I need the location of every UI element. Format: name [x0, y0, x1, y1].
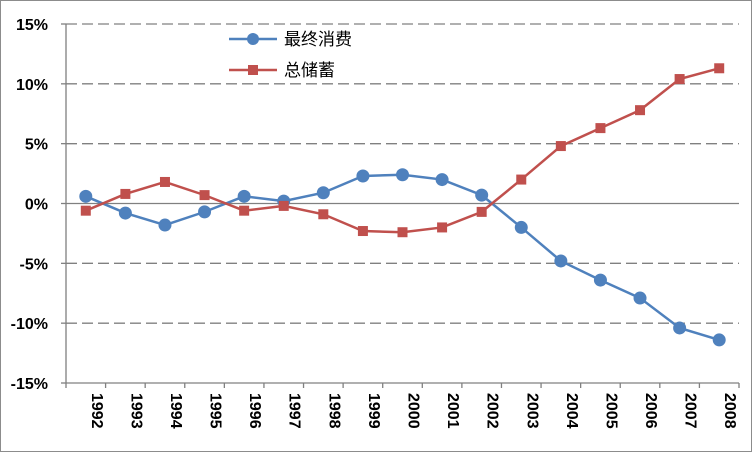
- x-tick-labels: 1992 1993 1994 1995 1996 1997 1998 1999 2000 2001…: [88, 393, 738, 429]
- x-tick-label: 2001: [444, 393, 461, 429]
- x-tick-label: 2002: [484, 393, 501, 429]
- x-tick-label: 2006: [642, 393, 659, 429]
- data-point: [199, 190, 210, 201]
- x-tick-label: 1992: [88, 393, 105, 429]
- series-0: [79, 168, 726, 347]
- data-point: [435, 173, 449, 187]
- legend-entry-consumption: 最终消费: [229, 30, 352, 50]
- data-point: [475, 188, 489, 202]
- data-point: [396, 168, 409, 182]
- data-point: [554, 254, 568, 268]
- x-tick-label: 2005: [602, 393, 619, 429]
- data-point: [356, 169, 370, 183]
- data-point: [159, 176, 170, 187]
- data-point: [674, 74, 685, 85]
- data-point: [158, 218, 172, 232]
- data-point: [714, 63, 725, 74]
- x-tick-label: 1995: [207, 393, 224, 429]
- x-tick-label: 1996: [246, 393, 263, 429]
- y-tick-label: -5%: [20, 256, 48, 273]
- data-point: [198, 205, 212, 219]
- x-tick-label: 2004: [563, 393, 580, 429]
- legend-marker-consumption: [247, 33, 259, 45]
- data-point: [239, 205, 250, 216]
- data-point: [673, 321, 687, 335]
- data-point: [712, 333, 726, 347]
- legend-entry-savings: 总储蓄: [229, 61, 335, 81]
- series-line-0: [85, 173, 720, 342]
- data-point: [595, 123, 606, 134]
- x-tick-label: 2008: [721, 393, 738, 429]
- data-point: [397, 227, 408, 238]
- legend-label-savings: 总储蓄: [284, 61, 335, 81]
- data-point: [357, 226, 368, 237]
- axes: [61, 23, 740, 388]
- series: [79, 63, 726, 347]
- y-tick-labels: 15% 10% 5% 0% -5% -10% -15%: [11, 17, 48, 393]
- data-point: [118, 206, 132, 220]
- y-tick-label: 0%: [25, 197, 48, 214]
- y-tick-label: 5%: [25, 137, 48, 154]
- x-tick-label: 1999: [365, 393, 382, 429]
- data-point: [476, 206, 487, 217]
- x-tick-label: 1997: [286, 393, 303, 429]
- legend-label-consumption: 最终消费: [284, 30, 352, 50]
- data-point: [593, 273, 607, 287]
- y-tick-label: -10%: [11, 316, 48, 333]
- series-line-1: [85, 67, 720, 234]
- x-tick-label: 2000: [405, 393, 422, 429]
- data-point: [555, 141, 566, 152]
- data-point: [514, 220, 528, 234]
- series-1: [80, 63, 725, 238]
- data-point: [278, 200, 289, 211]
- data-point: [633, 291, 647, 305]
- data-point: [316, 186, 330, 200]
- legend: 最终消费 总储蓄: [229, 30, 352, 81]
- data-point: [237, 189, 251, 203]
- data-point: [79, 189, 93, 203]
- data-point: [516, 174, 527, 185]
- data-point: [120, 188, 131, 199]
- x-tick-label: 1998: [325, 393, 342, 429]
- x-tick-label: 1993: [127, 393, 144, 429]
- x-tick-label: 2003: [523, 393, 540, 429]
- y-tick-label: 10%: [16, 77, 48, 94]
- data-point: [635, 105, 646, 116]
- data-point: [80, 205, 91, 216]
- data-point: [437, 222, 448, 233]
- x-tick-label: 1994: [167, 393, 184, 429]
- y-tick-label: -15%: [11, 376, 48, 393]
- data-point: [318, 209, 329, 220]
- legend-marker-savings: [248, 65, 258, 75]
- y-tick-label: 15%: [16, 17, 48, 34]
- grid-lines: [66, 23, 739, 324]
- x-tick-label: 2007: [682, 393, 699, 429]
